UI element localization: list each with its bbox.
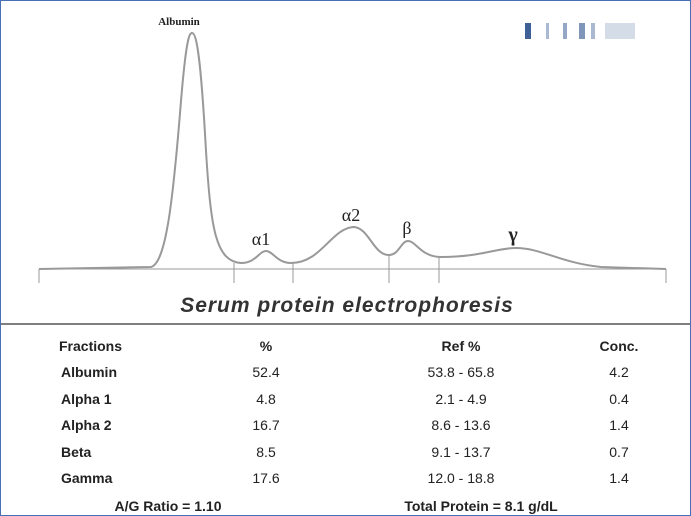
- caption: Serum protein electrophoresis: [180, 294, 514, 317]
- header-cell: Conc.: [600, 338, 639, 354]
- table-cell: 0.4: [609, 391, 628, 407]
- peak-label: γ: [507, 224, 518, 246]
- table-cell: 8.6 - 13.6: [431, 417, 490, 433]
- table-cell: 17.6: [252, 470, 279, 486]
- table-cell: 4.8: [256, 391, 275, 407]
- table-cell: 8.5: [256, 444, 275, 460]
- header-cell: Fractions: [59, 338, 122, 354]
- ag-ratio: A/G Ratio = 1.10: [115, 498, 222, 514]
- header-cell: %: [260, 338, 272, 354]
- table-cell: Beta: [61, 444, 91, 460]
- peak-label: β: [402, 218, 411, 238]
- table-cell: 12.0 - 18.8: [428, 470, 495, 486]
- table-cell: 53.8 - 65.8: [428, 364, 495, 380]
- table-cell: 1.4: [609, 470, 628, 486]
- peak-label: α1: [252, 229, 270, 249]
- figure: Albumin α1 α2 β γ Serum protein electrop…: [1, 1, 690, 515]
- table-cell: 4.2: [609, 364, 628, 380]
- peak-label: Albumin: [158, 16, 200, 28]
- page: Albumin α1 α2 β γ Serum protein electrop…: [0, 0, 691, 516]
- header-cell: Ref %: [442, 338, 481, 354]
- table-cell: 16.7: [252, 417, 279, 433]
- table-cell: Albumin: [61, 364, 117, 380]
- table-cell: 1.4: [609, 417, 628, 433]
- table-cell: 9.1 - 13.7: [431, 444, 490, 460]
- peak-label: α2: [342, 205, 360, 225]
- table-cell: Alpha 2: [61, 417, 112, 433]
- table-cell: 52.4: [252, 364, 279, 380]
- gel-band: [525, 23, 635, 39]
- electrophoresis-curve: [39, 33, 666, 269]
- total-protein: Total Protein = 8.1 g/dL: [404, 498, 557, 514]
- table-cell: Gamma: [61, 470, 112, 486]
- table-cell: 2.1 - 4.9: [435, 391, 486, 407]
- table-cell: 0.7: [609, 444, 628, 460]
- table-cell: Alpha 1: [61, 391, 112, 407]
